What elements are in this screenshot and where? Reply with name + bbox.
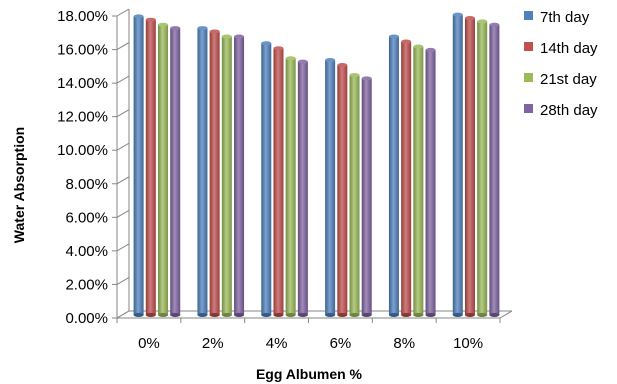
chart-bars <box>133 12 500 317</box>
x-tick-label: 4% <box>266 335 288 352</box>
y-tick-label: 4.00% <box>65 243 108 260</box>
y-axis-title: Water Absorption <box>11 127 27 243</box>
bar <box>170 26 181 317</box>
y-tick-label: 14.00% <box>57 75 108 92</box>
legend-swatch <box>524 42 533 51</box>
y-tick-wall-mark <box>116 75 130 84</box>
bar <box>158 22 169 317</box>
legend-entry: 7th day <box>540 9 590 26</box>
bar <box>325 57 336 317</box>
bar <box>133 14 144 317</box>
legend-entry: 14th day <box>540 40 598 57</box>
bar <box>489 22 500 317</box>
x-tick-label: 0% <box>138 335 160 352</box>
x-tick-label: 10% <box>453 335 483 352</box>
legend-entry: 28th day <box>540 102 598 119</box>
y-tick-wall-mark <box>116 42 130 50</box>
y-tick-wall-mark <box>116 142 130 151</box>
y-tick-label: 2.00% <box>65 276 108 293</box>
x-tick-label: 8% <box>393 335 415 352</box>
y-tick-wall-mark <box>116 277 130 285</box>
bar <box>261 41 272 317</box>
y-tick-label: 0.00% <box>65 310 108 327</box>
bar <box>197 26 208 317</box>
chart-legend: 7th day 14th day 21st day 28th day <box>524 9 598 119</box>
bar <box>209 29 220 317</box>
bar <box>413 44 424 317</box>
y-tick-wall-mark <box>116 243 130 252</box>
y-tick-wall-mark <box>116 209 130 218</box>
bar <box>234 34 245 317</box>
legend-swatch <box>524 11 533 20</box>
x-tick-label: 2% <box>202 335 224 352</box>
bar <box>452 12 463 317</box>
y-tick-label: 8.00% <box>65 176 108 193</box>
bar <box>349 73 360 317</box>
bar <box>401 39 412 317</box>
floor-right-line <box>499 310 513 319</box>
chart-ticks: 0.00% 2.00% 4.00% 6.00% 8.00% 10.00% 12.00% 14.… <box>57 8 501 352</box>
bar <box>425 47 436 317</box>
y-tick-label: 16.00% <box>57 42 108 59</box>
legend-swatch <box>524 73 533 82</box>
x-axis-title: Egg Albumen % <box>256 366 363 382</box>
y-tick-wall-mark <box>116 8 130 17</box>
bar <box>477 19 488 317</box>
bar <box>361 76 372 317</box>
x-tick-label: 6% <box>330 335 352 352</box>
bar <box>464 16 475 317</box>
legend-entry: 21st day <box>540 71 597 88</box>
bar <box>145 17 156 317</box>
y-tick-wall-mark <box>116 109 130 118</box>
bar <box>285 56 296 317</box>
y-tick-label: 10.00% <box>57 142 108 159</box>
y-tick-wall-mark <box>116 310 130 319</box>
y-tick-label: 12.00% <box>57 109 108 126</box>
y-tick-wall-mark <box>116 176 130 185</box>
legend-swatch <box>524 104 533 113</box>
bar <box>221 34 232 317</box>
y-tick-label: 18.00% <box>57 8 108 25</box>
bar <box>273 46 284 317</box>
bar <box>297 59 308 317</box>
bar <box>388 34 399 317</box>
y-tick-label: 6.00% <box>65 209 108 226</box>
bar <box>337 63 348 317</box>
